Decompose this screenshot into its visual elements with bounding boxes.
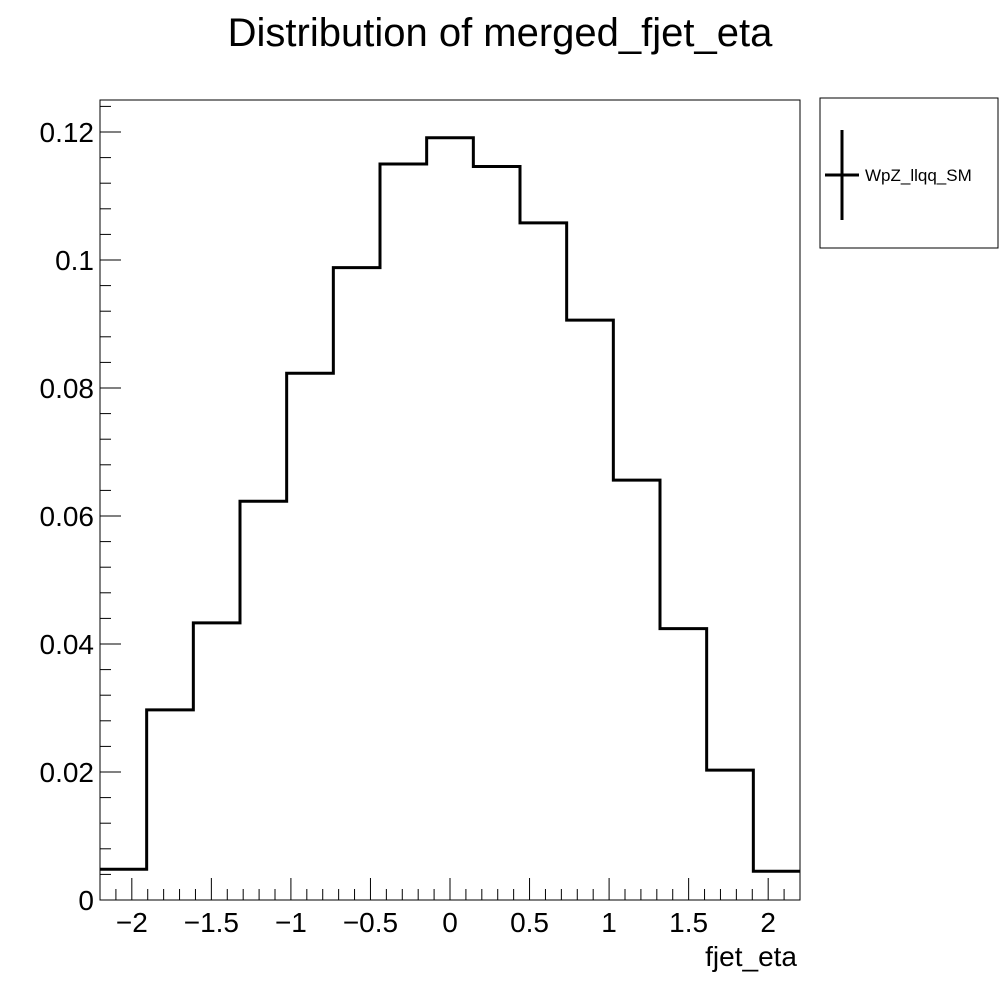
y-tick-label: 0.12 [40, 117, 95, 148]
plot-frame [99, 99, 801, 901]
x-axis-label: fjet_eta [705, 941, 797, 972]
tick-labels: −2 −1.5 −1 −0.5 0 0.5 1 1.5 2 0 0.02 0.04 0.06 0.08 0.… [40, 117, 776, 938]
axis-ticks [99, 105, 801, 901]
y-tick-label: 0.02 [40, 757, 95, 788]
y-tick-label: 0.04 [40, 629, 95, 660]
x-tick-label: −0.5 [343, 907, 398, 938]
x-tick-label: 0.5 [510, 907, 549, 938]
x-tick-label: 2 [760, 907, 776, 938]
x-tick-label: 1.5 [669, 907, 708, 938]
x-tick-label: −1.5 [184, 907, 239, 938]
histogram-series [100, 136, 800, 873]
y-tick-label: 0.06 [40, 501, 95, 532]
legend-entry-label: WpZ_llqq_SM [865, 166, 972, 185]
legend: WpZ_llqq_SM [819, 97, 999, 249]
histogram-series-line [100, 136, 800, 873]
x-tick-label: −2 [116, 907, 148, 938]
x-tick-label: 0 [442, 907, 458, 938]
y-tick-label: 0.08 [40, 373, 95, 404]
chart-title: Distribution of merged_fjet_eta [228, 11, 774, 55]
y-tick-label: 0.1 [55, 245, 94, 276]
x-tick-label: 1 [601, 907, 617, 938]
y-tick-label: 0 [78, 885, 94, 916]
x-tick-label: −1 [275, 907, 307, 938]
legend-box [819, 97, 999, 249]
